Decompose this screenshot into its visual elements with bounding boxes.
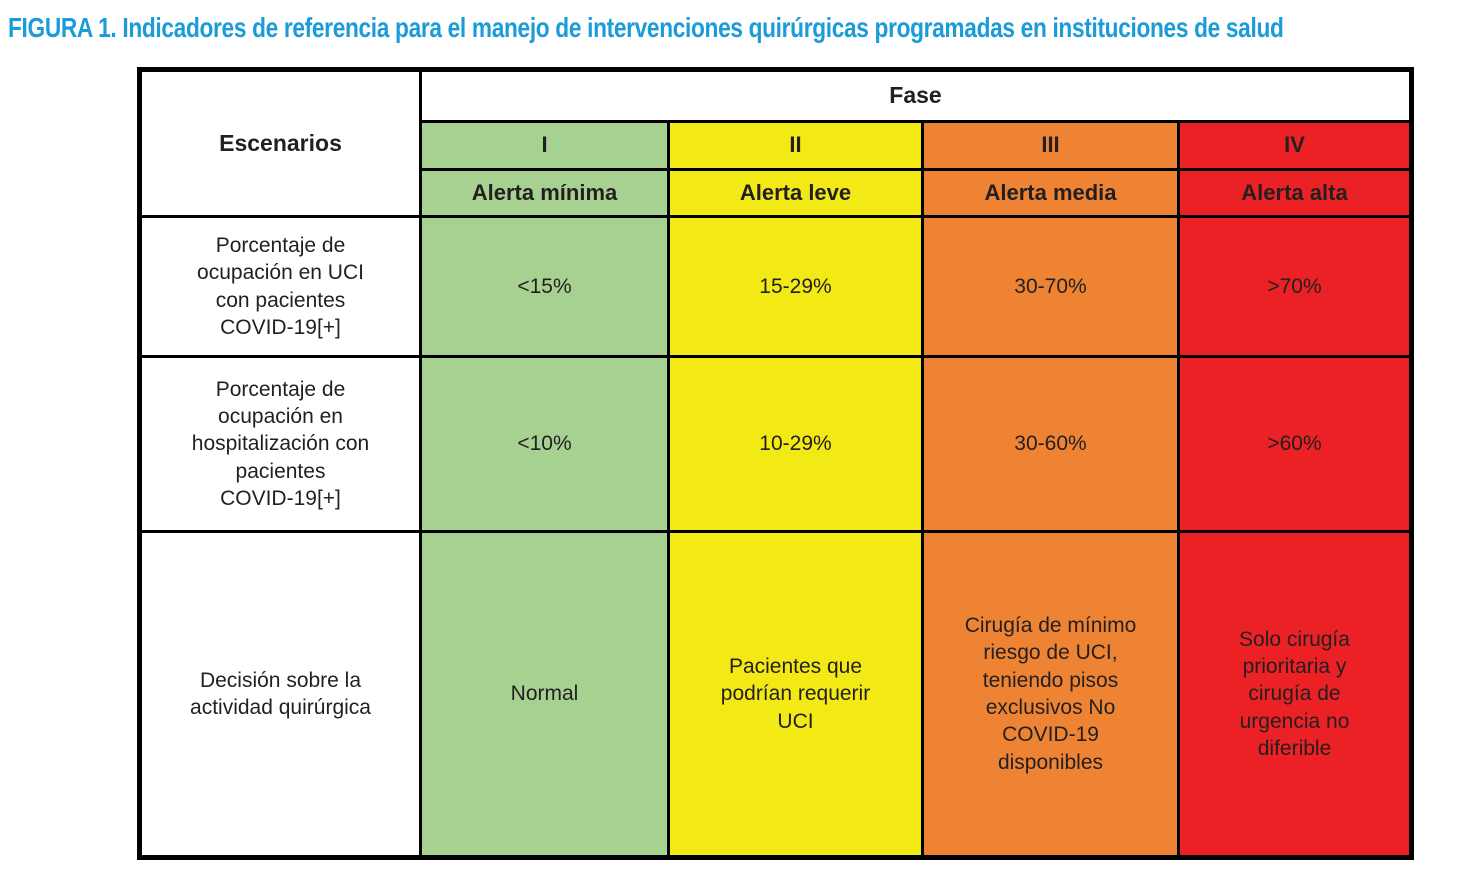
phase-4-numeral: IV [1177,120,1413,171]
surgical-decision-phase-3-value: Cirugía de mínimo riesgo de UCI, teniend… [921,530,1180,859]
corner-header-escenarios: Escenarios [138,68,422,218]
hospitalization-phase-4-value: >60% [1177,355,1413,533]
phase-4-alert-label: Alerta alta [1177,168,1413,218]
row-label-hospitalization-occupancy: Porcentaje de ocupación en hospitalizaci… [138,355,422,533]
figure-title: FIGURA 1. Indicadores de referencia para… [8,12,1284,43]
indicators-table: Escenarios Fase I II III IV Alerta mínim… [137,67,1414,860]
phase-1-numeral: I [419,120,670,171]
hospitalization-phase-2-value: 10-29% [667,355,924,533]
header-row-fase: Escenarios Fase [138,68,1413,218]
hospitalization-phase-1-value: <10% [419,355,670,533]
phase-2-numeral: II [667,120,924,171]
hospitalization-phase-3-value: 30-60% [921,355,1180,533]
phase-3-numeral: III [921,120,1180,171]
surgical-decision-phase-1-value: Normal [419,530,670,859]
row-label-surgical-decision: Decisión sobre la actividad quirúrgica [138,530,422,859]
table-row-surgical-decision: Decisión sobre la actividad quirúrgica N… [138,530,1413,859]
uci-occupancy-phase-2-value: 15-29% [667,215,924,358]
phase-3-alert-label: Alerta media [921,168,1180,218]
surgical-decision-phase-2-value: Pacientes que podrían requerir UCI [667,530,924,859]
uci-occupancy-phase-4-value: >70% [1177,215,1413,358]
row-label-uci-occupancy: Porcentaje de ocupación en UCI con pacie… [138,215,422,358]
uci-occupancy-phase-1-value: <15% [419,215,670,358]
uci-occupancy-phase-3-value: 30-70% [921,215,1180,358]
header-row-alert-levels: Alerta mínima Alerta leve Alerta media A… [140,168,1413,218]
phase-2-alert-label: Alerta leve [667,168,924,218]
surgical-decision-phase-4-value: Solo cirugía prioritaria y cirugía de ur… [1177,530,1413,859]
phase-1-alert-label: Alerta mínima [419,168,670,218]
table-row-hospitalization-occupancy: Porcentaje de ocupación en hospitalizaci… [138,355,1413,533]
fase-header: Fase [419,68,1413,123]
table-row-uci-occupancy: Porcentaje de ocupación en UCI con pacie… [138,215,1413,358]
header-row-phase-numerals: I II III IV [140,120,1413,171]
